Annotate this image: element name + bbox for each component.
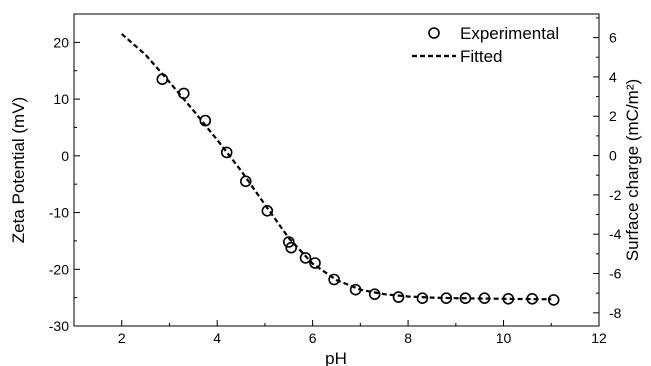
data-point <box>328 273 340 286</box>
x-tick-label: 4 <box>213 330 221 346</box>
data-point <box>416 292 429 305</box>
x-tick-label: 6 <box>309 330 317 346</box>
x-tick-label: 8 <box>404 330 412 346</box>
x-tick-label: 2 <box>118 330 126 346</box>
y2-tick-label: -6 <box>609 266 622 282</box>
legend: Experimental Fitted <box>412 24 559 66</box>
data-point <box>547 294 560 306</box>
y-tick-label: 10 <box>53 91 69 107</box>
data-point <box>299 252 312 264</box>
y-tick-label: -10 <box>49 205 69 221</box>
y2-tick-label: 6 <box>609 30 617 46</box>
y-axis-title: Zeta Potential (mV) <box>9 97 28 243</box>
data-point <box>178 87 190 100</box>
data-point <box>459 292 472 305</box>
data-point <box>309 257 321 269</box>
ticks <box>73 17 600 327</box>
data-point <box>240 175 252 188</box>
data-point <box>502 292 515 305</box>
data-point <box>261 205 274 217</box>
data-point <box>282 236 295 248</box>
plot-frame <box>73 13 600 327</box>
data-point <box>368 288 381 301</box>
y2-tick-label: -4 <box>609 226 622 242</box>
x-tick-label: 12 <box>591 330 607 346</box>
data-point <box>199 114 212 127</box>
data-point <box>478 292 491 305</box>
x-axis-title: pH <box>325 349 347 366</box>
experimental-points <box>156 73 560 306</box>
data-point <box>285 241 298 254</box>
y2-tick-label: 0 <box>609 148 617 164</box>
y2-tick-label: 4 <box>609 69 617 85</box>
y2-axis-title: Surface charge (mC/m²) <box>623 79 642 261</box>
legend-marker-experimental <box>428 27 440 39</box>
y-tick-label: -30 <box>49 318 69 334</box>
y-tick-label: -20 <box>49 261 69 277</box>
data-point <box>526 292 539 305</box>
y2-tick-label: -8 <box>609 305 622 321</box>
legend-label-fitted: Fitted <box>460 47 503 66</box>
data-point <box>349 283 362 296</box>
data-point <box>156 73 169 85</box>
data-point <box>392 291 405 303</box>
fitted-curve <box>120 33 552 301</box>
y2-tick-label: 2 <box>609 108 617 124</box>
y-tick-label: 0 <box>61 148 69 164</box>
legend-label-experimental: Experimental <box>460 24 559 43</box>
x-tick-label: 10 <box>496 330 512 346</box>
data-point <box>220 146 233 159</box>
y2-tick-label: -2 <box>609 187 622 203</box>
y-tick-label: 20 <box>53 34 69 50</box>
data-point <box>440 292 453 305</box>
